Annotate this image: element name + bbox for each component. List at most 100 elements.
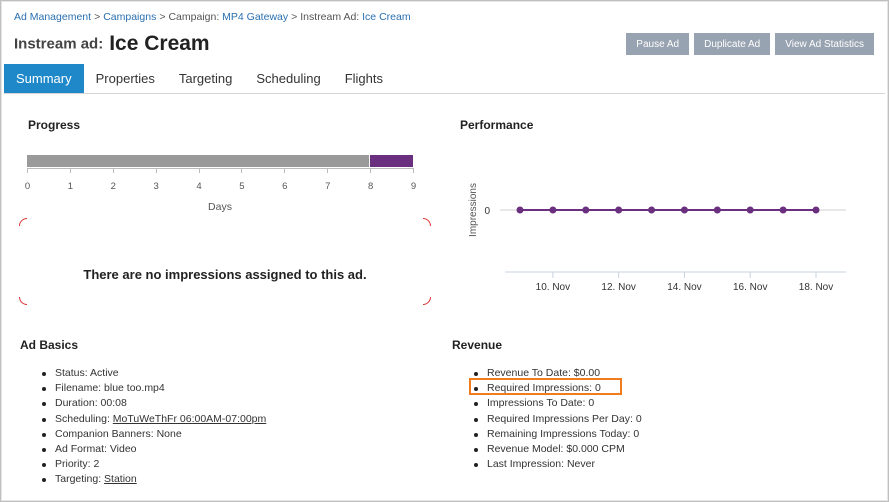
data-point xyxy=(648,206,656,214)
y-axis-label: Impressions xyxy=(468,183,479,237)
x-tick-label: 18. Nov xyxy=(799,282,833,293)
ad-basics-item-value: Active xyxy=(90,367,119,379)
tab-targeting[interactable]: Targeting xyxy=(178,71,233,86)
breadcrumb-separator: > xyxy=(94,11,101,23)
ad-basics-item-value: None xyxy=(156,427,182,440)
ad-basics-item-label: Priority: xyxy=(55,458,91,471)
progress-tick xyxy=(155,168,157,173)
progress-tick xyxy=(370,168,372,173)
breadcrumb-ad-management[interactable]: Ad Management xyxy=(14,11,92,23)
page-title-name: Ice Cream xyxy=(109,32,210,55)
ad-basics-item-label: Companion Banners: xyxy=(55,427,154,440)
ad-basics-item: Status: Active xyxy=(41,366,266,381)
tab-bar: Summary Properties Targeting Scheduling … xyxy=(4,64,885,94)
ad-basics-item-value[interactable]: MoTuWeThFr 06:00AM-07:00pm xyxy=(112,412,267,425)
action-buttons: Pause Ad Duplicate Ad View Ad Statistics xyxy=(626,33,874,55)
ad-basics-item-label: Filename: xyxy=(55,382,102,395)
progress-tick-label: 7 xyxy=(325,181,331,192)
data-point xyxy=(779,206,787,214)
ad-basics-item-value: blue too.mp4 xyxy=(104,382,165,395)
revenue-item-label: Required Impressions: xyxy=(487,382,593,395)
progress-tick-label: 6 xyxy=(282,181,288,192)
ad-basics-item-label: Scheduling: xyxy=(55,412,110,425)
performance-chart: Impressions 0 10. Nov 12. Nov 14. Nov 16. Nov… xyxy=(468,183,846,293)
performance-title: Performance xyxy=(460,118,534,132)
tab-properties[interactable]: Properties xyxy=(95,71,155,86)
progress-tick-label: 1 xyxy=(67,181,74,192)
ad-basics-item-label: Targeting: xyxy=(55,473,102,486)
breadcrumb-campaign[interactable]: MP4 Gateway xyxy=(222,11,289,23)
progress-tick-label: 4 xyxy=(196,181,202,192)
ad-basics-item: Ad Format: Video xyxy=(41,442,266,457)
progress-tick-label: 5 xyxy=(239,181,245,192)
x-tick-label: 14. Nov xyxy=(667,282,701,293)
data-point xyxy=(582,206,590,214)
revenue-list: Revenue To Date: $0.00 Required Impressio… xyxy=(474,366,642,472)
data-point xyxy=(812,206,820,214)
data-point xyxy=(713,206,721,214)
page-title-prefix: Instream ad: xyxy=(14,35,104,53)
loader-corner xyxy=(19,218,27,226)
progress-tick-label: 8 xyxy=(367,181,374,192)
ad-basics-list: Status: Active Filename: blue too.mp4 Dura… xyxy=(41,366,267,488)
revenue-item-value: 0 xyxy=(588,397,595,410)
tab-scheduling[interactable]: Scheduling xyxy=(256,71,321,86)
page-title: Instream ad: Ice Cream xyxy=(14,32,210,56)
data-point xyxy=(549,206,557,214)
breadcrumb-separator: > xyxy=(159,11,166,23)
y-tick-label: 0 xyxy=(484,206,490,217)
revenue-title: Revenue xyxy=(452,338,503,352)
progress-tick xyxy=(413,168,414,173)
progress-tick-label: 2 xyxy=(110,181,116,192)
pause-ad-button[interactable]: Pause Ad xyxy=(626,33,690,55)
revenue-item-label: Impressions To Date: xyxy=(487,397,586,410)
revenue-item: Required Impressions Per Day: 0 xyxy=(474,412,642,427)
breadcrumb-campaign-prefix: Campaign: xyxy=(168,11,220,23)
breadcrumb-instream-prefix: Instream Ad: xyxy=(300,11,360,23)
data-point xyxy=(516,206,524,214)
revenue-item: Last Impression: Never xyxy=(474,457,642,472)
breadcrumb-campaigns[interactable]: Campaigns xyxy=(103,11,157,23)
x-tick-label: 16. Nov xyxy=(733,282,767,293)
revenue-item: Required Impressions: 0 xyxy=(474,381,642,396)
no-impressions-message: There are no impressions assigned to thi… xyxy=(83,267,367,282)
ad-basics-item-label: Status: xyxy=(55,367,88,379)
revenue-item: Impressions To Date: 0 xyxy=(474,396,642,411)
progress-tick-label: 3 xyxy=(153,181,159,192)
revenue-item: Revenue Model: $0.000 CPM xyxy=(474,442,642,457)
breadcrumb-separator: > xyxy=(291,11,298,23)
x-tick-label: 12. Nov xyxy=(601,282,635,293)
progress-tick xyxy=(241,168,243,173)
revenue-item-value: 0 xyxy=(633,427,640,440)
duplicate-ad-button[interactable]: Duplicate Ad xyxy=(694,33,771,55)
revenue-item-value: 0 xyxy=(594,382,601,395)
revenue-item-value: $0.000 CPM xyxy=(566,442,625,455)
view-ad-statistics-button[interactable]: View Ad Statistics xyxy=(775,33,874,55)
ad-basics-item-value: Video xyxy=(109,442,137,455)
progress-title: Progress xyxy=(28,118,81,132)
progress-bar xyxy=(27,155,413,167)
x-tick-label: 10. Nov xyxy=(536,282,570,293)
tab-summary[interactable]: Summary xyxy=(4,64,84,93)
tab-flights[interactable]: Flights xyxy=(344,71,383,86)
revenue-item-value: Never xyxy=(566,458,595,471)
progress-axis-label: Days xyxy=(208,201,232,213)
progress-tick-label: 0 xyxy=(24,181,31,192)
ad-basics-item-value[interactable]: Station xyxy=(104,473,137,486)
breadcrumb-instream-ad[interactable]: Ice Cream xyxy=(362,11,411,23)
ad-basics-item-label: Ad Format: xyxy=(55,442,107,455)
revenue-item-label: Required Impressions Per Day: xyxy=(487,412,633,425)
revenue-item-label: Remaining Impressions Today: xyxy=(487,427,631,440)
progress-tick xyxy=(198,168,200,173)
required-impressions-highlight xyxy=(469,378,622,395)
data-point xyxy=(680,206,688,214)
ad-basics-item: Duration: 00:08 xyxy=(41,396,266,411)
ad-basics-item-value: 2 xyxy=(93,458,100,471)
progress-tick xyxy=(69,168,71,173)
revenue-item-value: $0.00 xyxy=(573,367,601,379)
revenue-item: Remaining Impressions Today: 0 xyxy=(474,427,642,442)
progress-axis xyxy=(27,168,413,169)
data-point xyxy=(746,206,754,214)
progress-elapsed xyxy=(27,155,371,167)
ad-basics-item: Priority: 2 xyxy=(41,457,266,472)
